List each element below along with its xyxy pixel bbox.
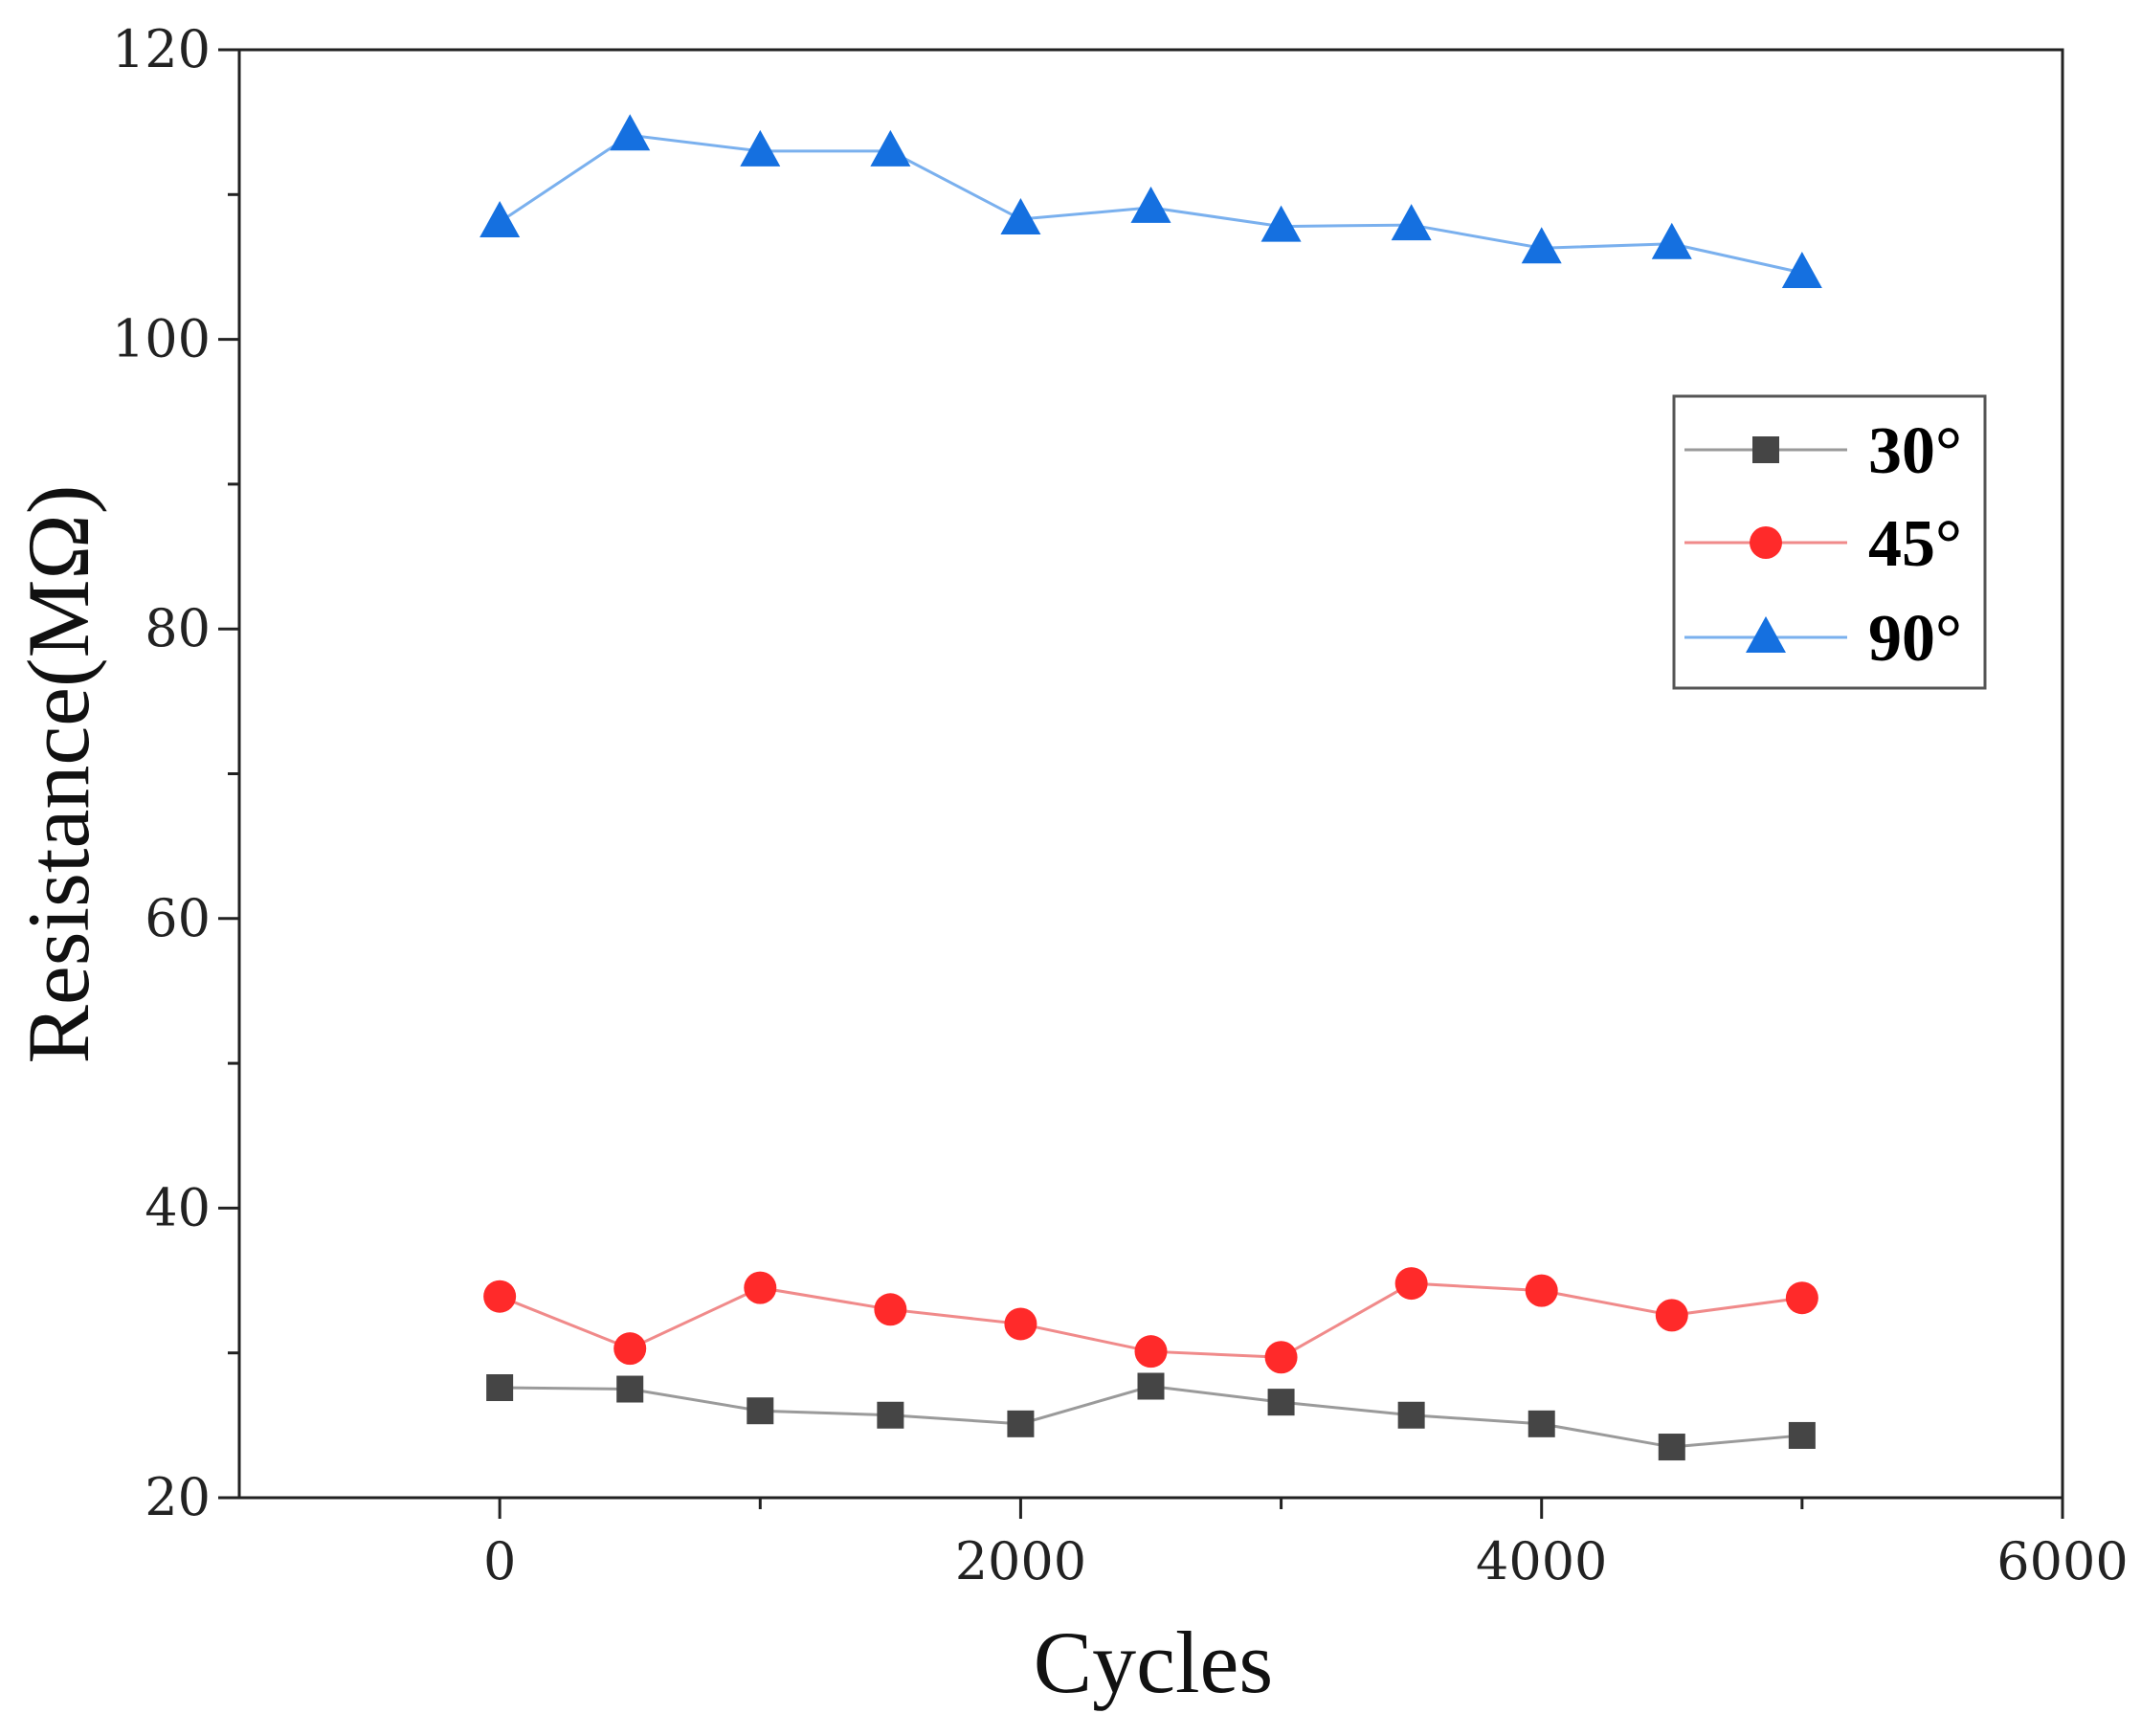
data-point-circle: [1655, 1299, 1688, 1332]
data-point-circle: [1264, 1341, 1298, 1374]
data-point-square: [1397, 1401, 1425, 1429]
data-point-circle: [1004, 1307, 1037, 1341]
y-tick-label: 120: [112, 19, 211, 79]
legend-marker-triangle: [1746, 616, 1786, 653]
legend-label: 45°: [1868, 507, 1962, 581]
y-tick-label: 80: [145, 598, 211, 658]
data-point-square: [747, 1397, 774, 1425]
data-point-triangle: [1391, 204, 1432, 241]
legend: 30° 45° 90°: [1672, 394, 1987, 690]
data-point-square: [1788, 1421, 1816, 1449]
x-tick-label: 0: [483, 1531, 516, 1591]
y-tick-label: 40: [145, 1177, 211, 1237]
x-tick-label: 4000: [1476, 1531, 1607, 1591]
data-point-circle: [1394, 1267, 1428, 1301]
data-point-circle: [1525, 1274, 1558, 1307]
data-point-circle: [1134, 1335, 1168, 1369]
y-tick-label: 20: [145, 1467, 211, 1527]
data-point-square: [1267, 1389, 1295, 1416]
data-point-triangle: [1130, 186, 1171, 223]
y-tick-label: 60: [145, 888, 211, 948]
series-2: [479, 114, 1822, 289]
legend-label: 30°: [1868, 414, 1962, 488]
data-point-triangle: [1260, 205, 1302, 242]
data-point-triangle: [740, 129, 781, 167]
data-point-square: [616, 1375, 644, 1403]
data-point-square: [1658, 1434, 1685, 1461]
y-axis-title: Resistance(MΩ): [10, 485, 107, 1064]
axes: 0 2000 4000 6000 20 40 60 80 100 120: [112, 19, 2129, 1591]
series-0: [486, 1372, 1816, 1461]
x-tick-label: 2000: [955, 1531, 1086, 1591]
data-point-circle: [1785, 1281, 1818, 1315]
data-point-circle: [483, 1280, 517, 1313]
data-point-square: [877, 1401, 904, 1429]
y-tick-label: 100: [112, 309, 211, 369]
series-layer: [479, 114, 1822, 1461]
legend-marker-square: [1752, 436, 1779, 463]
data-point-triangle: [1651, 222, 1692, 259]
data-point-circle: [613, 1332, 647, 1366]
data-point-triangle: [1521, 227, 1562, 264]
x-tick-label: 6000: [1996, 1531, 2128, 1591]
data-point-triangle: [1000, 198, 1041, 235]
legend-marker-circle: [1750, 526, 1782, 559]
legend-label: 90°: [1868, 602, 1962, 676]
data-point-square: [1528, 1410, 1555, 1437]
data-point-triangle: [610, 114, 651, 151]
data-point-triangle: [479, 201, 521, 238]
x-axis-title: Cycles: [1034, 1614, 1273, 1711]
series-1: [483, 1267, 1818, 1374]
data-point-circle: [874, 1293, 907, 1326]
data-point-triangle: [1781, 252, 1822, 289]
data-point-square: [486, 1374, 514, 1402]
data-point-square: [1137, 1372, 1165, 1400]
data-point-triangle: [870, 129, 911, 167]
data-point-circle: [744, 1271, 777, 1304]
data-point-square: [1007, 1410, 1035, 1437]
